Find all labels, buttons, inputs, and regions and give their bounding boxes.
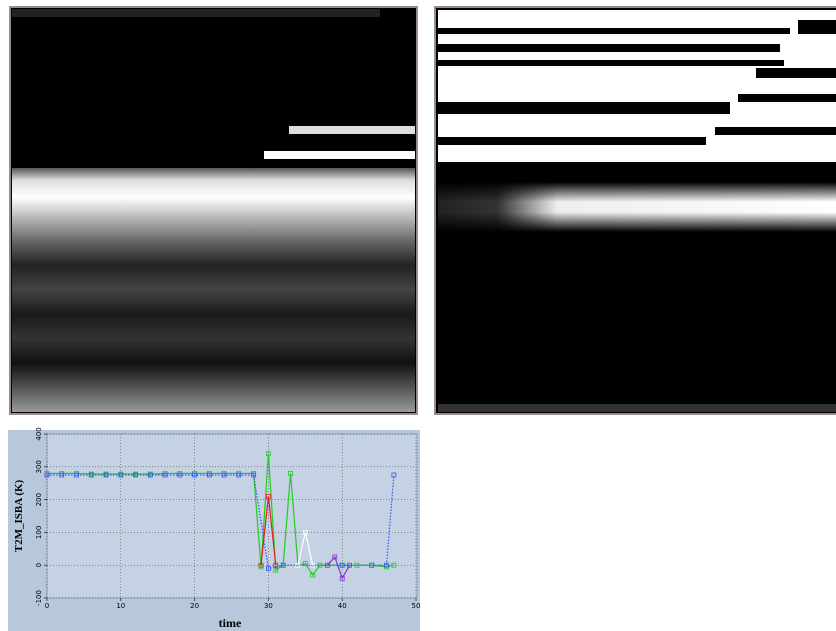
x-tick-label: 50 bbox=[412, 602, 421, 610]
marker bbox=[59, 472, 65, 478]
marker bbox=[310, 562, 316, 568]
marker bbox=[295, 562, 301, 568]
series-line bbox=[326, 555, 351, 580]
marker bbox=[325, 562, 330, 568]
strip bbox=[12, 9, 380, 17]
marker bbox=[133, 472, 138, 478]
gradient-band bbox=[12, 168, 415, 412]
y-tick-label: 300 bbox=[35, 460, 43, 473]
marker bbox=[265, 566, 271, 571]
marker bbox=[265, 493, 271, 499]
series-line bbox=[260, 496, 277, 566]
marker bbox=[251, 472, 257, 478]
x-tick-label: 20 bbox=[190, 602, 199, 610]
marker bbox=[369, 562, 375, 568]
x-tick-label: 40 bbox=[338, 602, 347, 610]
marker bbox=[236, 472, 242, 478]
marker bbox=[280, 562, 286, 568]
marker bbox=[118, 472, 124, 478]
marker bbox=[258, 562, 264, 568]
y-tick-label: 200 bbox=[35, 493, 43, 506]
strip bbox=[264, 151, 415, 159]
x-tick-label: 10 bbox=[116, 602, 125, 610]
marker bbox=[74, 472, 79, 478]
x-axis-label: time bbox=[219, 616, 242, 630]
marker bbox=[44, 472, 50, 478]
marker bbox=[147, 472, 153, 478]
strip bbox=[289, 126, 415, 134]
marker bbox=[302, 561, 308, 566]
marker bbox=[391, 562, 397, 568]
marker bbox=[273, 567, 279, 573]
x-tick-label: 30 bbox=[264, 602, 273, 610]
marker bbox=[310, 572, 316, 578]
band-shade bbox=[438, 182, 836, 232]
marker bbox=[339, 562, 345, 568]
marker bbox=[177, 472, 183, 478]
y-tick-label: 400 bbox=[35, 427, 43, 440]
y-tick-label: -100 bbox=[35, 590, 43, 606]
marker bbox=[288, 470, 293, 476]
marker bbox=[206, 472, 212, 478]
x-tick-label: 0 bbox=[45, 602, 49, 610]
marker bbox=[273, 562, 279, 568]
marker bbox=[391, 472, 397, 478]
bottom-strip bbox=[438, 404, 836, 412]
marker bbox=[332, 554, 338, 560]
marker bbox=[221, 472, 227, 478]
marker bbox=[162, 472, 168, 478]
plot-area bbox=[46, 433, 418, 599]
marker bbox=[88, 472, 94, 478]
marker bbox=[347, 562, 352, 568]
marker bbox=[103, 472, 109, 478]
y-tick-label: 100 bbox=[35, 526, 43, 539]
white-region bbox=[438, 10, 836, 162]
bars bbox=[438, 20, 836, 182]
y-axis-label: T2M_ISBA (K) bbox=[13, 479, 25, 552]
marker bbox=[302, 530, 308, 535]
marker bbox=[265, 451, 271, 457]
marker bbox=[339, 575, 345, 581]
marker bbox=[384, 562, 389, 568]
marker bbox=[192, 472, 198, 478]
y-tick-label: 0 bbox=[35, 563, 43, 567]
series-line bbox=[297, 532, 314, 566]
